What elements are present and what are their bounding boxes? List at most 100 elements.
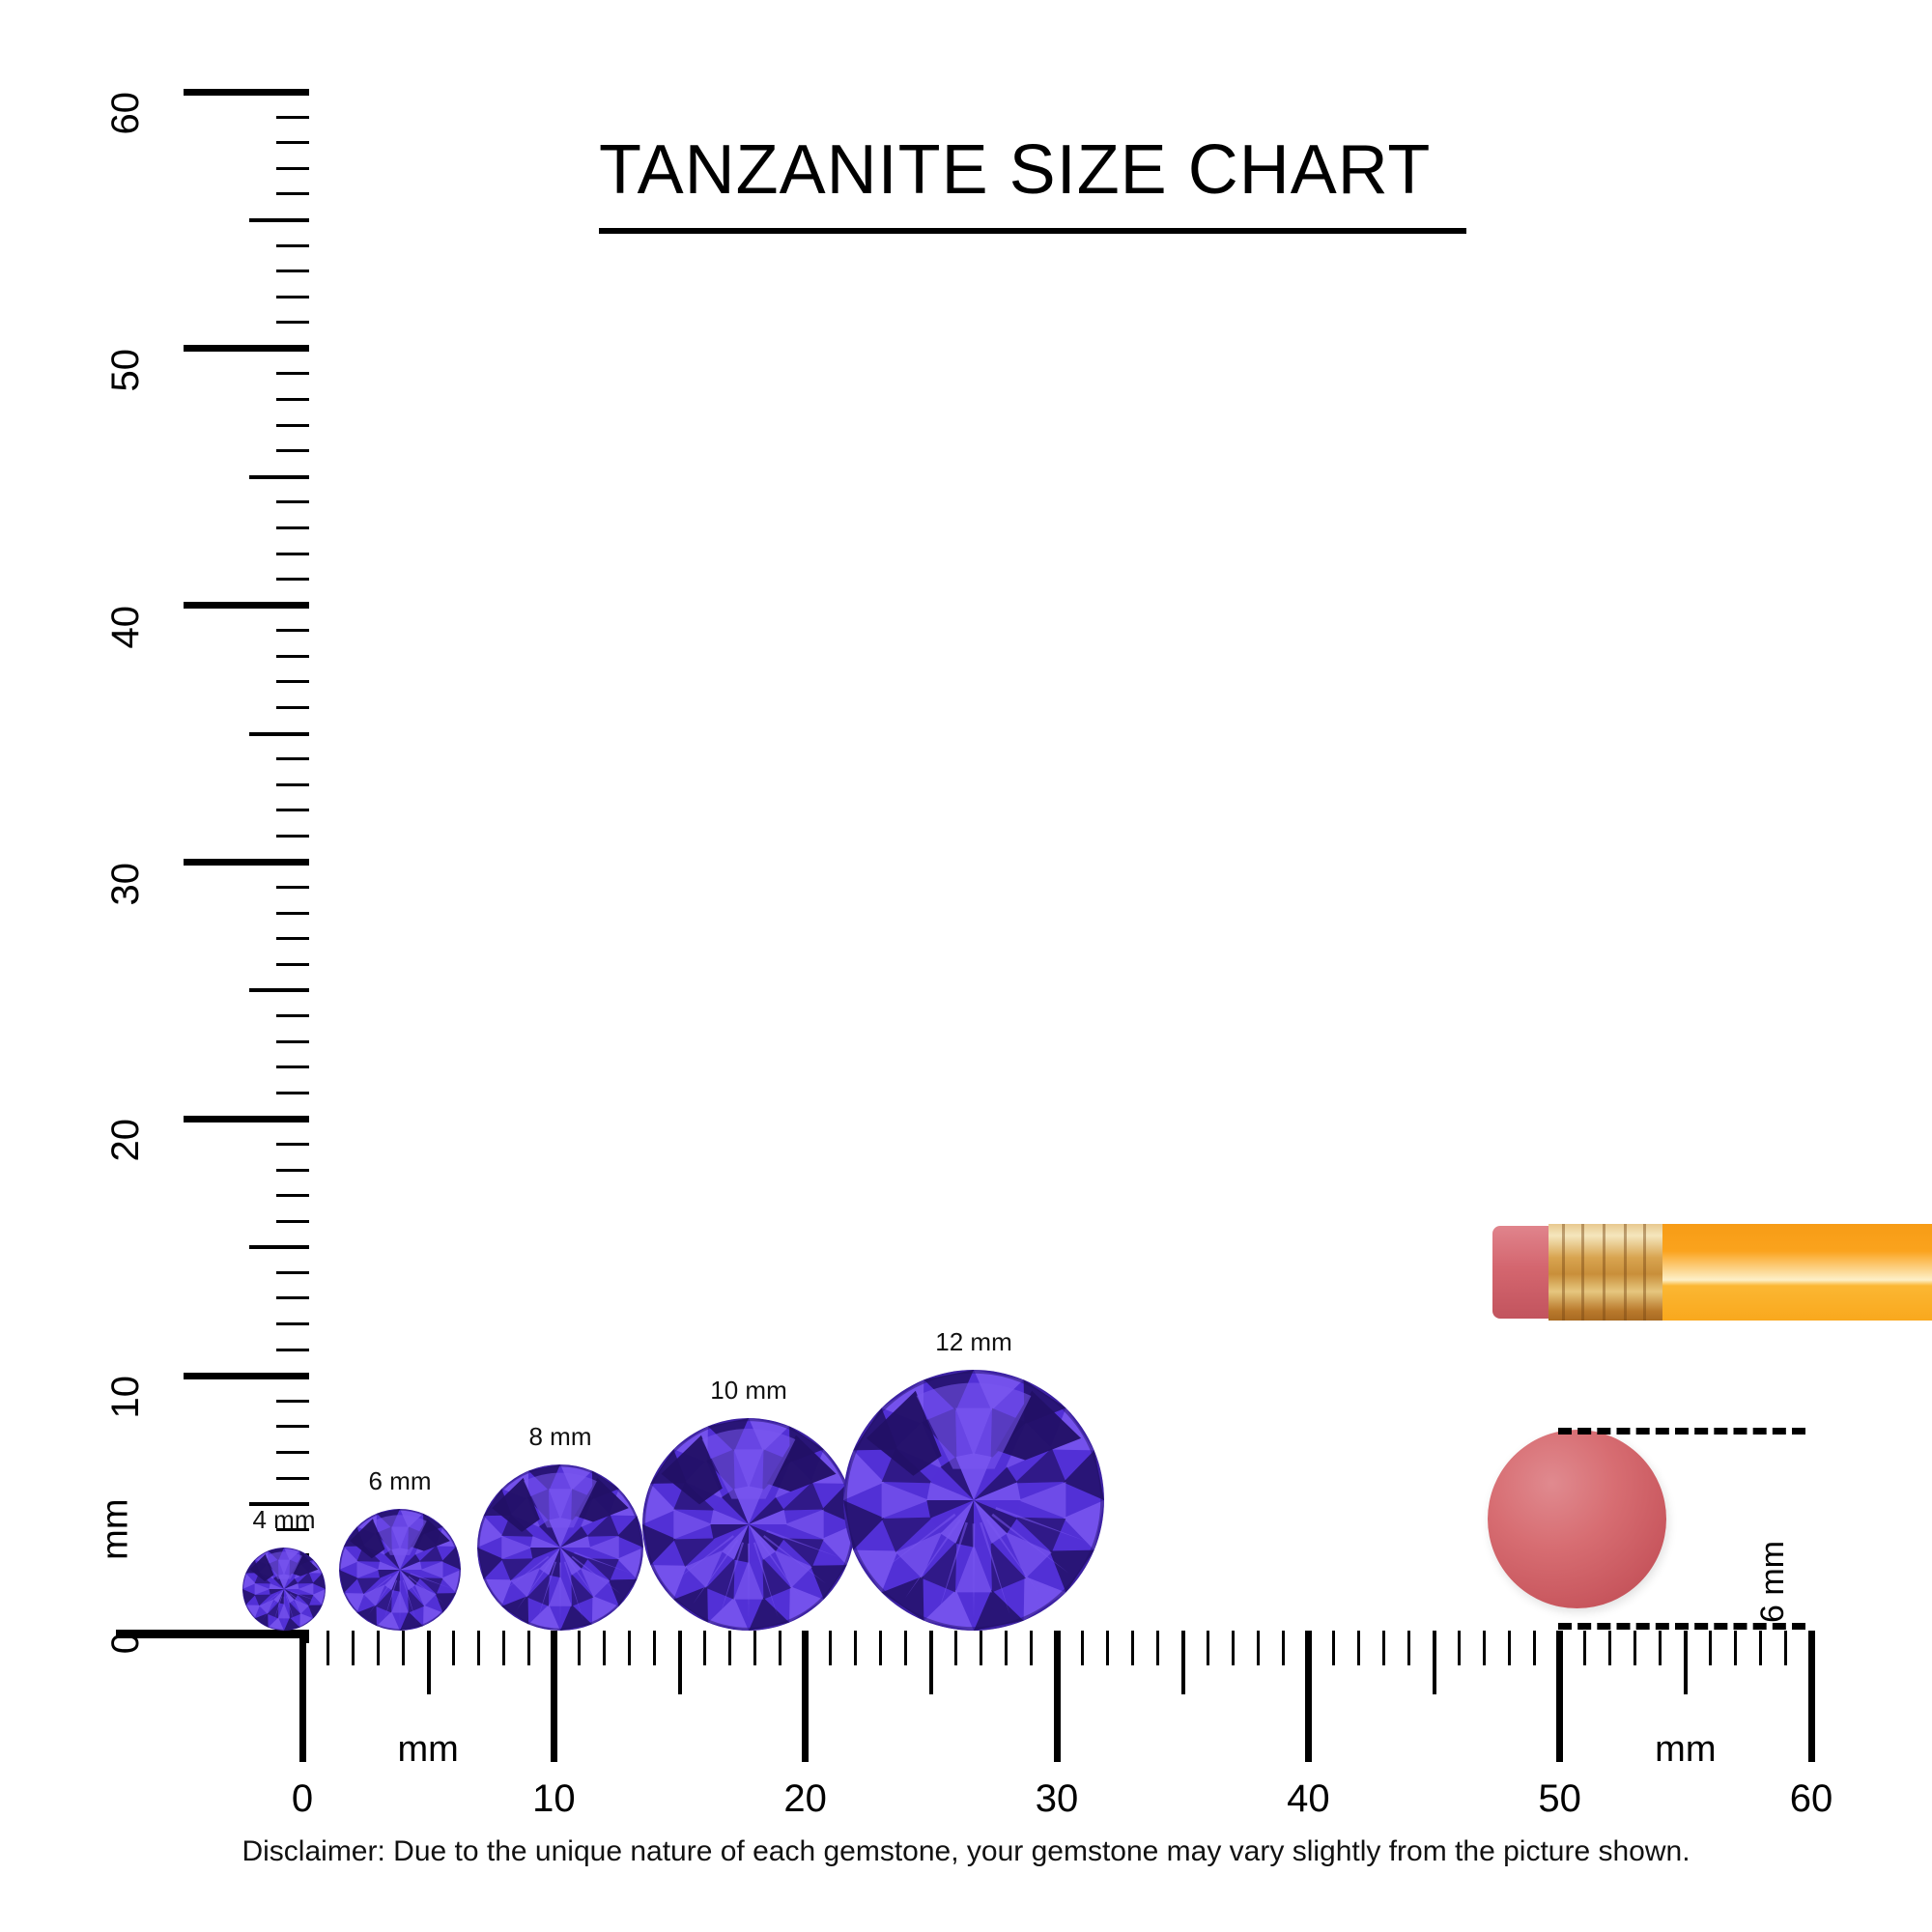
vertical-ruler-tick bbox=[249, 731, 309, 736]
vertical-ruler-tick bbox=[276, 115, 309, 119]
horizontal-ruler-label: 40 bbox=[1287, 1777, 1330, 1820]
vertical-ruler-tick bbox=[276, 552, 309, 555]
vertical-ruler-tick bbox=[276, 937, 309, 941]
vertical-ruler-tick bbox=[184, 1372, 309, 1379]
vertical-ruler-tick bbox=[276, 757, 309, 761]
horizontal-ruler-tick bbox=[1231, 1631, 1235, 1665]
horizontal-ruler-tick bbox=[904, 1631, 908, 1665]
horizontal-ruler-tick bbox=[298, 1631, 306, 1762]
vertical-ruler-tick bbox=[276, 911, 309, 915]
horizontal-ruler-tick bbox=[1180, 1631, 1185, 1694]
horizontal-ruler-label: 10 bbox=[532, 1777, 576, 1820]
horizontal-ruler-tick bbox=[1130, 1631, 1134, 1665]
vertical-ruler-tick bbox=[276, 834, 309, 838]
vertical-ruler-tick bbox=[276, 526, 309, 529]
horizontal-ruler-tick bbox=[1556, 1631, 1564, 1762]
vertical-ruler-tick bbox=[276, 398, 309, 401]
vertical-ruler-label: 30 bbox=[104, 862, 147, 906]
horizontal-ruler-tick bbox=[802, 1631, 810, 1762]
horizontal-ruler-tick bbox=[501, 1631, 505, 1665]
eraser-size-text: 6 mm bbox=[1754, 1541, 1791, 1623]
horizontal-ruler-tick bbox=[1406, 1631, 1410, 1665]
horizontal-ruler-tick bbox=[1331, 1631, 1335, 1665]
vertical-ruler-tick bbox=[276, 166, 309, 170]
horizontal-ruler-tick bbox=[1030, 1631, 1034, 1665]
vertical-ruler-tick bbox=[276, 1527, 309, 1531]
vertical-ruler-tick bbox=[276, 321, 309, 325]
vertical-ruler-tick bbox=[276, 243, 309, 247]
vertical-ruler-tick bbox=[276, 962, 309, 966]
vertical-ruler-tick bbox=[184, 859, 309, 866]
horizontal-ruler-tick bbox=[1483, 1631, 1487, 1665]
horizontal-ruler-tick bbox=[980, 1631, 983, 1665]
vertical-ruler-tick bbox=[276, 1476, 309, 1480]
horizontal-ruler-tick bbox=[1709, 1631, 1713, 1665]
vertical-ruler-unit-label: mm bbox=[95, 1498, 136, 1560]
horizontal-ruler-tick bbox=[1053, 1631, 1061, 1762]
vertical-ruler-tick bbox=[276, 295, 309, 298]
horizontal-ruler-tick bbox=[1784, 1631, 1788, 1665]
horizontal-ruler-tick bbox=[1155, 1631, 1159, 1665]
vertical-ruler-tick bbox=[184, 1115, 309, 1122]
vertical-ruler-tick bbox=[276, 1399, 309, 1403]
horizontal-ruler-label: 30 bbox=[1035, 1777, 1079, 1820]
gemstone-10mm bbox=[642, 1418, 855, 1631]
gemstone-label-4mm: 4 mm bbox=[252, 1505, 316, 1534]
vertical-ruler-tick bbox=[249, 474, 309, 479]
horizontal-ruler-tick bbox=[1508, 1631, 1512, 1665]
pencil-body bbox=[1662, 1224, 1932, 1321]
horizontal-ruler-tick bbox=[1206, 1631, 1209, 1665]
vertical-ruler-label: 20 bbox=[104, 1119, 147, 1162]
vertical-ruler-tick bbox=[276, 1322, 309, 1325]
page-title: TANZANITE SIZE CHART bbox=[599, 131, 1432, 209]
vertical-ruler: 0 10 20 30 40 50 60 mm bbox=[0, 0, 319, 1654]
vertical-ruler-tick bbox=[184, 345, 309, 353]
horizontal-ruler-tick bbox=[753, 1631, 757, 1665]
horizontal-ruler-tick bbox=[1659, 1631, 1662, 1665]
vertical-ruler-tick bbox=[249, 217, 309, 222]
horizontal-ruler-tick bbox=[1759, 1631, 1763, 1665]
horizontal-ruler-unit-label-left: mm bbox=[397, 1729, 459, 1770]
eraser-size-callout: 6 mm bbox=[1754, 1430, 1850, 1623]
horizontal-ruler-label: 0 bbox=[291, 1777, 314, 1820]
horizontal-ruler-tick bbox=[550, 1631, 557, 1762]
title-underline bbox=[599, 228, 1466, 234]
vertical-ruler-tick bbox=[276, 1450, 309, 1454]
vertical-ruler-label: 60 bbox=[104, 92, 147, 135]
vertical-ruler-tick bbox=[276, 192, 309, 196]
vertical-ruler-tick bbox=[276, 1348, 309, 1351]
horizontal-ruler-tick bbox=[1005, 1631, 1009, 1665]
vertical-ruler-tick bbox=[276, 886, 309, 890]
horizontal-ruler-tick bbox=[1634, 1631, 1637, 1665]
horizontal-ruler-tick bbox=[451, 1631, 455, 1665]
gemstone-label-12mm: 12 mm bbox=[935, 1327, 1012, 1356]
gemstone-label-6mm: 6 mm bbox=[368, 1466, 432, 1495]
vertical-ruler-label: 10 bbox=[104, 1376, 147, 1419]
horizontal-ruler-tick bbox=[829, 1631, 833, 1665]
gemstone-6mm bbox=[339, 1509, 461, 1631]
horizontal-ruler-tick bbox=[326, 1631, 329, 1665]
vertical-ruler-tick bbox=[276, 1142, 309, 1146]
horizontal-ruler-tick bbox=[854, 1631, 858, 1665]
horizontal-ruler-tick bbox=[703, 1631, 707, 1665]
gemstone-label-10mm: 10 mm bbox=[710, 1376, 787, 1405]
vertical-ruler-tick bbox=[276, 1296, 309, 1300]
horizontal-ruler-tick bbox=[1807, 1631, 1815, 1762]
horizontal-ruler-label: 20 bbox=[783, 1777, 827, 1820]
vertical-ruler-tick bbox=[276, 1219, 309, 1223]
pencil-eraser bbox=[1492, 1226, 1552, 1319]
horizontal-ruler-tick bbox=[779, 1631, 782, 1665]
horizontal-ruler-tick bbox=[728, 1631, 732, 1665]
vertical-ruler-tick bbox=[276, 680, 309, 684]
vertical-ruler-tick bbox=[276, 270, 309, 273]
horizontal-ruler-label: 50 bbox=[1538, 1777, 1581, 1820]
horizontal-ruler-tick bbox=[1684, 1631, 1689, 1694]
eraser-callout-bottom-dash bbox=[1558, 1623, 1805, 1630]
vertical-ruler-tick bbox=[276, 578, 309, 582]
vertical-ruler-label: 40 bbox=[104, 605, 147, 649]
horizontal-ruler-tick bbox=[1608, 1631, 1612, 1665]
vertical-ruler-tick bbox=[276, 1168, 309, 1172]
horizontal-ruler-unit-label-right: mm bbox=[1655, 1729, 1717, 1770]
horizontal-ruler-tick bbox=[1533, 1631, 1537, 1665]
title-block: TANZANITE SIZE CHART bbox=[599, 135, 1468, 234]
